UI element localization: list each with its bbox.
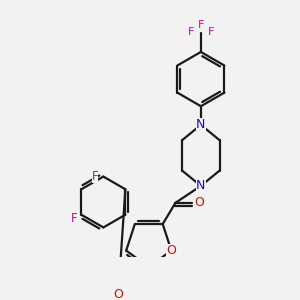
Text: F: F xyxy=(198,20,204,30)
Text: F: F xyxy=(92,170,98,183)
Text: O: O xyxy=(194,196,204,209)
Text: O: O xyxy=(167,244,176,257)
Text: N: N xyxy=(196,179,206,192)
Text: N: N xyxy=(196,118,206,131)
Text: F: F xyxy=(208,27,214,37)
Text: F: F xyxy=(71,212,78,226)
Text: F: F xyxy=(188,27,194,37)
Text: O: O xyxy=(113,288,123,300)
